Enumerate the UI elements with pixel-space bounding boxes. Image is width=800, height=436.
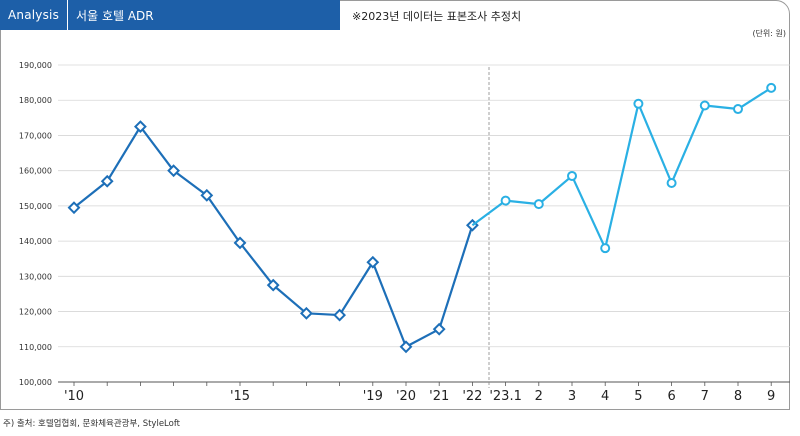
x-tick-label: 9 bbox=[767, 389, 775, 404]
data-point-diamond bbox=[432, 322, 446, 336]
data-point-diamond bbox=[333, 308, 347, 322]
y-tick-label: 180,000 bbox=[19, 96, 52, 105]
y-tick-label: 110,000 bbox=[19, 343, 52, 352]
estimate-note: ※2023년 데이터는 표본조사 추정치 bbox=[352, 10, 522, 23]
data-point-circle bbox=[666, 177, 677, 188]
x-tick-label: '19 bbox=[363, 389, 383, 404]
series-line bbox=[73, 125, 474, 348]
x-tick-label: '23.1 bbox=[489, 389, 522, 404]
x-tick-label: 6 bbox=[667, 389, 675, 404]
chart-frame bbox=[0, 0, 790, 410]
data-point-circle bbox=[533, 199, 544, 210]
x-tick-label: 5 bbox=[634, 389, 642, 404]
y-tick-label: 160,000 bbox=[19, 167, 52, 176]
x-tick-label: 4 bbox=[601, 389, 609, 404]
header-band: Analysis 서울 호텔 ADR bbox=[0, 0, 340, 30]
data-point-diamond bbox=[266, 278, 280, 292]
y-tick-label: 140,000 bbox=[19, 237, 52, 246]
data-point-circle bbox=[766, 82, 777, 93]
data-point-diamond bbox=[133, 120, 147, 134]
y-tick-label: 190,000 bbox=[19, 61, 52, 70]
data-point-diamond bbox=[233, 236, 247, 250]
data-point-circle bbox=[699, 100, 710, 111]
data-point-circle bbox=[567, 170, 577, 181]
x-tick-label: '21 bbox=[429, 389, 449, 404]
data-point-circle bbox=[600, 243, 611, 254]
data-point-circle bbox=[633, 98, 644, 109]
data-point-diamond bbox=[100, 174, 114, 188]
y-tick-label: 120,000 bbox=[19, 308, 52, 317]
line-chart: 100,000 110,000 120,000 130,000 140,000 150,0… bbox=[19, 61, 790, 404]
y-tick-label: 130,000 bbox=[19, 272, 52, 281]
x-tick-label: '15 bbox=[230, 389, 250, 404]
unit-label: (단위: 원) bbox=[752, 29, 786, 38]
y-tick-label: 170,000 bbox=[19, 131, 52, 140]
x-tick-label: 3 bbox=[568, 389, 576, 404]
analysis-tag: Analysis bbox=[0, 0, 69, 30]
data-point-diamond bbox=[200, 188, 214, 202]
chart-title: 서울 호텔 ADR bbox=[76, 8, 154, 23]
data-point-diamond bbox=[299, 306, 313, 320]
y-tick-label: 100,000 bbox=[19, 378, 52, 387]
data-point-circle bbox=[733, 104, 743, 115]
data-point-diamond bbox=[399, 340, 413, 354]
x-tick-label: 8 bbox=[734, 389, 742, 404]
x-tick-label: '10 bbox=[64, 389, 84, 404]
source-note: 주) 출처: 호텔업협회, 문화체육관광부, StyleLoft bbox=[3, 419, 181, 429]
x-tick-label: 7 bbox=[701, 389, 709, 404]
x-tick-label: '22 bbox=[462, 389, 482, 404]
data-point-diamond bbox=[167, 164, 181, 178]
y-tick-label: 150,000 bbox=[19, 202, 52, 211]
series-line bbox=[471, 86, 772, 250]
data-point-circle bbox=[500, 195, 511, 206]
data-point-diamond bbox=[366, 255, 380, 269]
data-point-diamond bbox=[67, 201, 81, 215]
x-tick-label: 2 bbox=[535, 389, 543, 404]
x-tick-label: '20 bbox=[396, 389, 416, 404]
